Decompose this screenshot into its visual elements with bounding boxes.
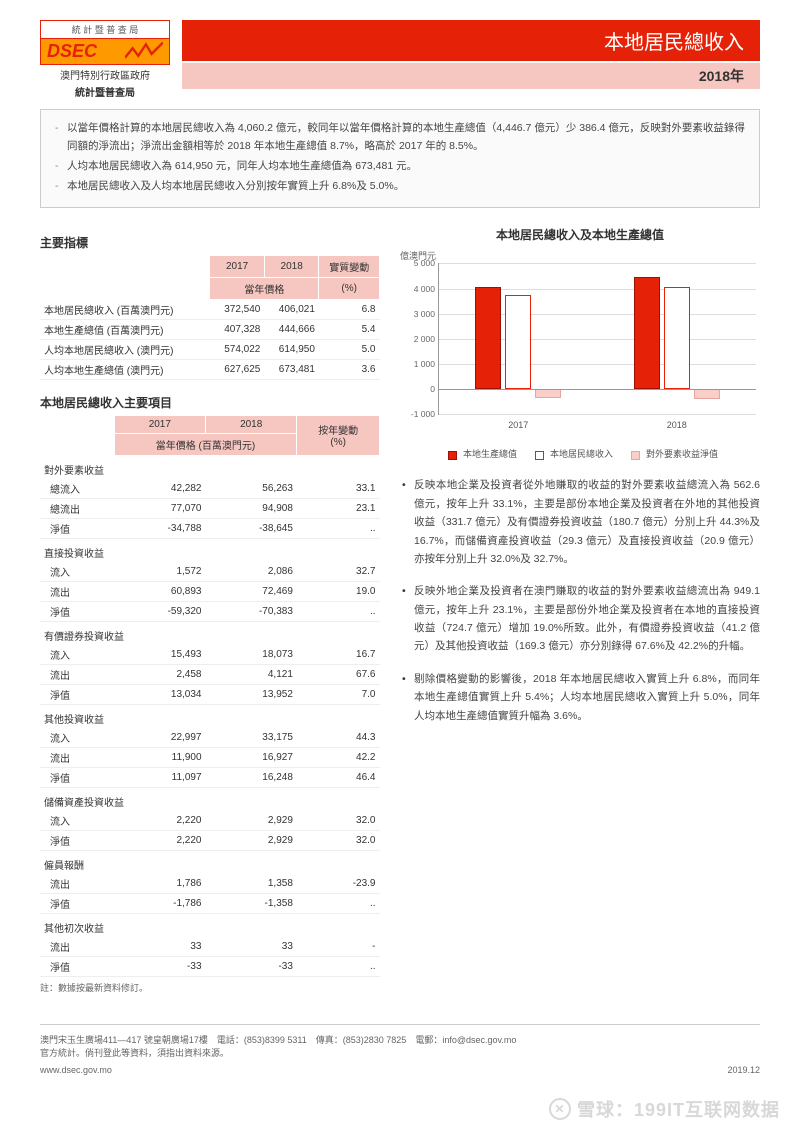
table-row: 淨值-1,786-1,358..	[40, 893, 380, 913]
th2-change: 按年變動(%)	[297, 415, 380, 455]
gridline	[439, 414, 756, 415]
table-row: 流出1,7861,358-23.9	[40, 874, 380, 894]
chart-legend: 本地生產總值 本地居民總收入 對外要素收益淨值	[400, 447, 760, 460]
header: 統 計 暨 普 查 局 DSEC 澳門特別行政區政府 統計暨普查局 本地居民總收…	[40, 20, 760, 99]
table-row: 淨值13,03413,9527.0	[40, 684, 380, 704]
th-2018: 2018	[264, 256, 319, 278]
zigzag-icon	[125, 42, 163, 62]
table-group-header: 有價證券投資收益	[40, 621, 380, 645]
footer-date: 2019.12	[727, 1065, 760, 1075]
right-column: 本地居民總收入及本地生產總值 億澳門元 -1 00001 0002 0003 0…	[400, 226, 760, 994]
chart-bar	[664, 287, 690, 389]
y-tick: 2 000	[403, 334, 435, 344]
table-row: 總流入42,28256,26333.1	[40, 479, 380, 499]
table-row: 人均本地居民總收入 (澳門元)574,022614,9505.0	[40, 339, 380, 359]
th-sub: 當年價格	[210, 278, 319, 300]
y-tick: -1 000	[403, 409, 435, 419]
table2: 2017 2018 按年變動(%) 當年價格 (百萬澳門元) 對外要素收益總流入…	[40, 415, 380, 977]
table-row: 淨值11,09716,24846.4	[40, 767, 380, 787]
watermark: ✕ 雪球：199IT互联网数据	[549, 1096, 780, 1122]
th2-2018: 2018	[206, 415, 297, 433]
summary-item: 人均本地居民總收入為 614,950 元，同年人均本地生產總值為 673,481…	[55, 158, 745, 176]
analysis-point: 反映外地企業及投資者在澳門賺取的收益的對外要素收益總流出為 949.1 億元，按…	[400, 582, 760, 656]
th2-2017: 2017	[114, 415, 205, 433]
table-row: 人均本地生產總值 (澳門元)627,625673,4813.6	[40, 359, 380, 379]
footer-address2: 官方統計。倘刊登此等資料，須指出資料來源。	[40, 1046, 760, 1059]
chart-bar	[475, 287, 501, 390]
watermark-text: 雪球：199IT互联网数据	[577, 1096, 780, 1122]
y-tick: 0	[403, 384, 435, 394]
footer-address: 澳門宋玉生廣場411—417 號皇朝廣場17樓 電話：(853)8399 531…	[40, 1033, 760, 1046]
table-group-header: 儲備資產投資收益	[40, 787, 380, 811]
logo-dsec-text: DSEC	[47, 41, 97, 62]
legend-item: 本地生產總值	[442, 449, 517, 459]
table-row: 流出11,90016,92742.2	[40, 747, 380, 767]
th2-sub: 當年價格 (百萬澳門元)	[114, 433, 297, 455]
table2-note: 註：數據按最新資料修訂。	[40, 981, 380, 994]
summary-item: 本地居民總收入及人均本地居民總收入分別按年實質上升 6.8%及 5.0%。	[55, 178, 745, 196]
y-tick: 5 000	[403, 258, 435, 268]
th-change: 實質變動	[319, 256, 380, 278]
chart-bar	[694, 389, 720, 399]
table-row: 淨值-59,320-70,383..	[40, 601, 380, 621]
footer: 澳門宋玉生廣場411—417 號皇朝廣場17樓 電話：(853)8399 531…	[40, 1024, 760, 1075]
y-tick: 4 000	[403, 284, 435, 294]
summary-box: 以當年價格計算的本地居民總收入為 4,060.2 億元，較同年以當年價格計算的本…	[40, 109, 760, 208]
table-group-header: 其他投資收益	[40, 704, 380, 728]
page: 統 計 暨 普 查 局 DSEC 澳門特別行政區政府 統計暨普查局 本地居民總收…	[0, 0, 800, 1132]
chart-bar	[634, 277, 660, 389]
table-row: 淨值-34,788-38,645..	[40, 518, 380, 538]
table2-title: 本地居民總收入主要項目	[40, 394, 380, 411]
gridline	[439, 263, 756, 264]
table-row: 本地生產總值 (百萬澳門元)407,328444,6665.4	[40, 319, 380, 339]
bar-chart: 億澳門元 -1 00001 0002 0003 0004 0005 000201…	[400, 249, 760, 439]
table-group-header: 僱員報酬	[40, 850, 380, 874]
table-group-header: 直接投資收益	[40, 538, 380, 562]
table-row: 流出3333-	[40, 937, 380, 957]
table-row: 流入1,5722,08632.7	[40, 562, 380, 582]
x-tick: 2018	[667, 420, 687, 430]
year-label: 2018年	[182, 63, 760, 89]
main-columns: 主要指標 2017 2018 實質變動 當年價格 (%) 本地居民總收入 (百萬…	[40, 226, 760, 994]
analysis-point: 反映本地企業及投資者從外地賺取的收益的對外要素收益總流入為 562.6 億元，按…	[400, 476, 760, 568]
logo-sub2: 統計暨普查局	[40, 84, 170, 99]
table-row: 淨值2,2202,92932.0	[40, 830, 380, 850]
title-block: 本地居民總收入 2018年	[182, 20, 760, 99]
chart-bar	[505, 295, 531, 389]
chart-title: 本地居民總收入及本地生產總值	[400, 226, 760, 243]
logo-dsec: DSEC	[40, 39, 170, 65]
th-2017: 2017	[210, 256, 265, 278]
th-pct: (%)	[319, 278, 380, 300]
summary-item: 以當年價格計算的本地居民總收入為 4,060.2 億元，較同年以當年價格計算的本…	[55, 120, 745, 156]
logo-top-text: 統 計 暨 普 查 局	[40, 20, 170, 39]
chart-bar	[535, 389, 561, 398]
page-title: 本地居民總收入	[182, 20, 760, 61]
table-row: 淨值-33-33..	[40, 956, 380, 976]
legend-item: 本地居民總收入	[529, 449, 613, 459]
table-row: 流入22,99733,17544.3	[40, 728, 380, 748]
logo-sub1: 澳門特別行政區政府	[40, 67, 170, 82]
left-column: 主要指標 2017 2018 實質變動 當年價格 (%) 本地居民總收入 (百萬…	[40, 226, 380, 994]
chart-plot-area: -1 00001 0002 0003 0004 0005 00020172018	[438, 263, 756, 415]
table-row: 本地居民總收入 (百萬澳門元)372,540406,0216.8	[40, 300, 380, 320]
table-row: 流入2,2202,92932.0	[40, 811, 380, 831]
analysis-bullets: 反映本地企業及投資者從外地賺取的收益的對外要素收益總流入為 562.6 億元，按…	[400, 476, 760, 725]
table-row: 流入15,49318,07316.7	[40, 645, 380, 665]
table1-title: 主要指標	[40, 234, 380, 251]
y-tick: 1 000	[403, 359, 435, 369]
watermark-icon: ✕	[549, 1098, 571, 1120]
table-row: 總流出77,07094,90823.1	[40, 498, 380, 518]
footer-url[interactable]: www.dsec.gov.mo	[40, 1065, 112, 1075]
y-tick: 3 000	[403, 309, 435, 319]
x-tick: 2017	[508, 420, 528, 430]
table-group-header: 對外要素收益	[40, 455, 380, 479]
logo-block: 統 計 暨 普 查 局 DSEC 澳門特別行政區政府 統計暨普查局	[40, 20, 170, 99]
table1: 2017 2018 實質變動 當年價格 (%) 本地居民總收入 (百萬澳門元)3…	[40, 255, 380, 380]
table-row: 流出2,4584,12167.6	[40, 664, 380, 684]
table-group-header: 其他初次收益	[40, 913, 380, 937]
legend-item: 對外要素收益淨值	[625, 449, 718, 459]
analysis-point: 剔除價格變動的影響後，2018 年本地居民總收入實質上升 6.8%，而同年本地生…	[400, 670, 760, 725]
table-row: 流出60,89372,46919.0	[40, 581, 380, 601]
